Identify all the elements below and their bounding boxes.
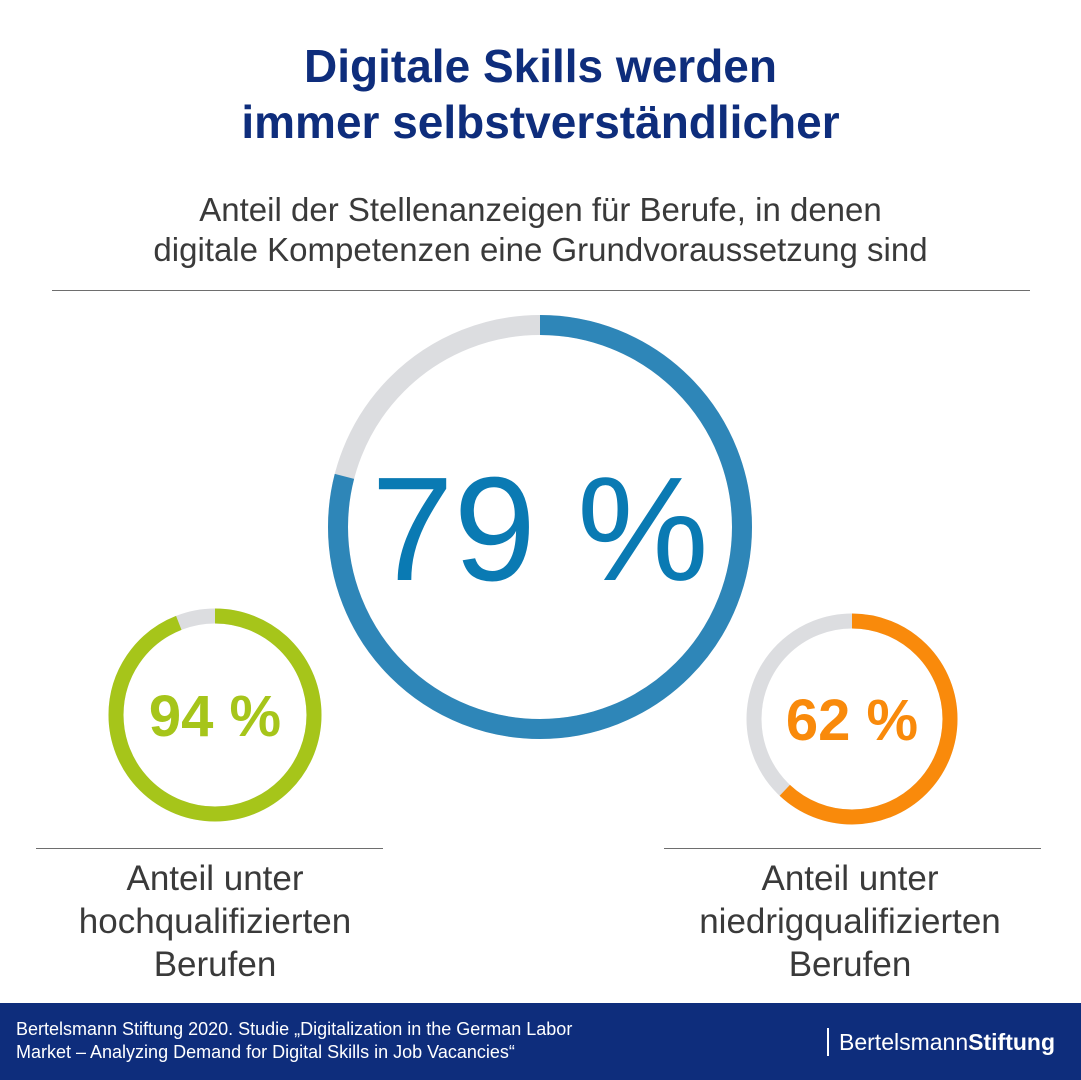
donut-low-qualified: 62 % bbox=[746, 613, 958, 825]
caption-low-qualified-line-1: Anteil unter bbox=[761, 859, 939, 898]
caption-low-qualified-line-2: niedrigqualifizierten bbox=[699, 902, 1001, 941]
caption-high-qualified-line-2: hochqualifizierten bbox=[78, 902, 352, 941]
caption-low-qualified: Anteil unter niedrigqualifizierten Beruf… bbox=[630, 857, 1070, 986]
donut-main-value-label: 79 % bbox=[371, 447, 708, 612]
source-line-2: Market – Analyzing Demand for Digital Sk… bbox=[16, 1042, 515, 1062]
donut-high-qualified-value-label: 94 % bbox=[149, 684, 281, 749]
divider-top bbox=[52, 290, 1030, 291]
subtitle: Anteil der Stellenanzeigen für Berufe, i… bbox=[0, 190, 1081, 270]
caption-low-qualified-line-3: Berufen bbox=[788, 945, 912, 984]
brand-logo: BertelsmannStiftung bbox=[827, 1028, 1055, 1056]
divider-left bbox=[36, 848, 383, 849]
caption-high-qualified-line-1: Anteil unter bbox=[126, 859, 304, 898]
brand-bold: Stiftung bbox=[968, 1029, 1055, 1055]
donut-high-qualified-arc bbox=[108, 608, 322, 822]
donut-main-arc bbox=[328, 315, 752, 739]
donut-main: 79 % bbox=[328, 315, 752, 739]
subtitle-line-2: digitale Kompetenzen eine Grundvorausset… bbox=[153, 231, 928, 268]
subtitle-line-1: Anteil der Stellenanzeigen für Berufe, i… bbox=[199, 191, 882, 228]
donut-low-qualified-arc bbox=[746, 613, 958, 825]
source-citation: Bertelsmann Stiftung 2020. Studie „Digit… bbox=[16, 1018, 736, 1064]
caption-high-qualified-line-3: Berufen bbox=[153, 945, 277, 984]
title-line-1: Digitale Skills werden bbox=[304, 40, 777, 92]
source-line-1: Bertelsmann Stiftung 2020. Studie „Digit… bbox=[16, 1019, 573, 1039]
divider-right bbox=[664, 848, 1041, 849]
donut-low-qualified-value-label: 62 % bbox=[786, 688, 918, 753]
footer-bar: Bertelsmann Stiftung 2020. Studie „Digit… bbox=[0, 1003, 1081, 1080]
page-title: Digitale Skills werden immer selbstverst… bbox=[0, 38, 1081, 150]
donut-high-qualified: 94 % bbox=[108, 608, 322, 822]
donut-charts: 79 % 94 % 62 % bbox=[108, 315, 958, 825]
title-line-2: immer selbstverständlicher bbox=[241, 96, 840, 148]
brand-regular: Bertelsmann bbox=[839, 1029, 969, 1055]
caption-high-qualified: Anteil unter hochqualifizierten Berufen bbox=[0, 857, 430, 986]
